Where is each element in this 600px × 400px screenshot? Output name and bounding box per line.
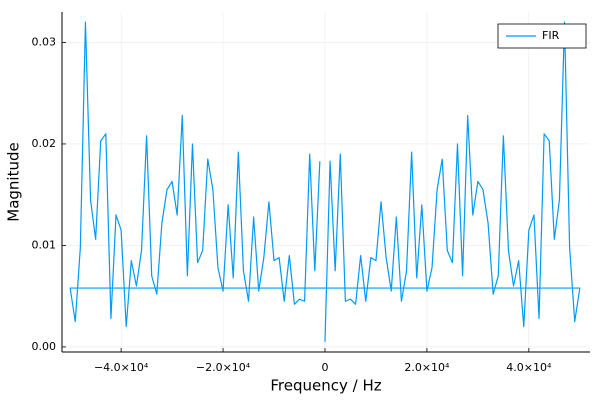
y-tick-label: 0.00 <box>32 340 57 353</box>
y-axis-title: Magnitude <box>5 142 23 221</box>
x-tick-label: −4.0×10⁴ <box>94 361 149 374</box>
legend-label: FIR <box>542 29 560 42</box>
x-tick-label: 2.0×10⁴ <box>404 361 450 374</box>
x-tick-label: 0 <box>321 361 328 374</box>
x-tick-label: 4.0×10⁴ <box>506 361 552 374</box>
x-tick-label: −2.0×10⁴ <box>196 361 251 374</box>
y-tick-label: 0.02 <box>32 137 57 150</box>
y-tick-label: 0.03 <box>32 35 57 48</box>
x-axis-title: Frequency / Hz <box>270 377 381 395</box>
line-series <box>69 21 581 342</box>
y-tick-label: 0.01 <box>32 238 57 251</box>
